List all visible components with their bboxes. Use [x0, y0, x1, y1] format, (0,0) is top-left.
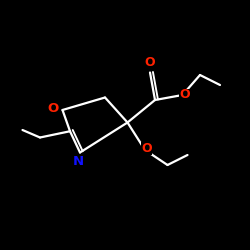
Text: O: O: [145, 56, 155, 70]
Text: O: O: [141, 142, 152, 155]
Text: N: N: [72, 155, 84, 168]
Text: O: O: [179, 88, 190, 102]
Text: O: O: [48, 102, 59, 115]
